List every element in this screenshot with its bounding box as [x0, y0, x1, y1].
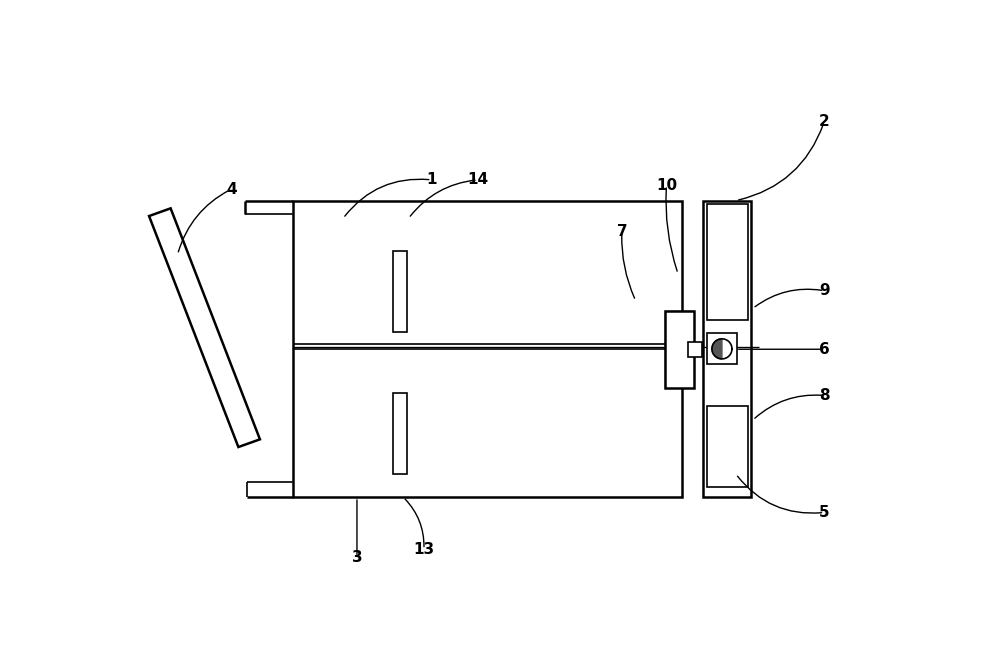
Bar — [293, 201, 682, 497]
Bar — [665, 372, 694, 380]
Bar — [707, 406, 748, 487]
Bar — [665, 311, 694, 319]
Text: 10: 10 — [656, 178, 677, 193]
Text: 14: 14 — [467, 172, 488, 187]
Bar — [703, 201, 751, 497]
Bar — [707, 205, 748, 320]
Bar — [665, 364, 694, 372]
Text: 2: 2 — [819, 114, 830, 129]
Bar — [393, 393, 407, 474]
Text: 3: 3 — [352, 550, 362, 565]
Bar — [665, 326, 694, 334]
Text: 4: 4 — [226, 182, 237, 197]
Bar — [665, 334, 694, 342]
Bar — [665, 349, 694, 357]
Bar — [665, 311, 694, 388]
Text: 13: 13 — [413, 542, 435, 557]
Text: 9: 9 — [819, 283, 830, 298]
Bar — [707, 333, 737, 364]
Bar — [665, 342, 694, 349]
Bar — [393, 251, 407, 331]
Text: 5: 5 — [819, 505, 830, 520]
Bar — [688, 342, 702, 357]
Bar — [665, 380, 694, 388]
Text: 6: 6 — [819, 342, 830, 357]
Polygon shape — [712, 339, 722, 359]
Text: 8: 8 — [819, 388, 830, 403]
Bar — [665, 357, 694, 364]
Bar — [665, 319, 694, 326]
Polygon shape — [149, 208, 260, 447]
Text: 7: 7 — [617, 224, 627, 239]
Text: 1: 1 — [426, 172, 437, 187]
